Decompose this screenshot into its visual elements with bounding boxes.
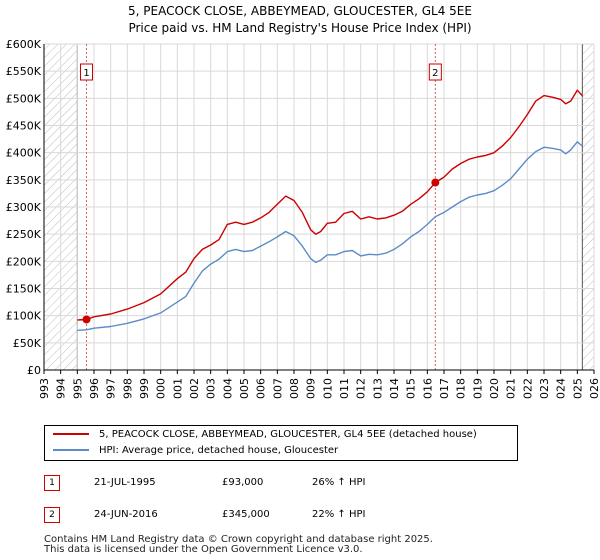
x-tick-label: 1995 — [71, 378, 84, 400]
x-tick-label: 2005 — [238, 378, 251, 400]
price-chart: 1 2 £0 £50K £100K £150K £200K £250K £300K £350K £… — [6, 38, 600, 400]
legend-label-property: 5, PEACOCK CLOSE, ABBEYMEAD, GLOUCESTER,… — [99, 429, 477, 440]
sale-hpi-2: 22% ↑ HPI — [312, 509, 366, 520]
chart-legend: 5, PEACOCK CLOSE, ABBEYMEAD, GLOUCESTER,… — [44, 425, 518, 461]
y-tick-label: £300K — [6, 201, 42, 214]
sale-badge-1: 1 — [44, 475, 60, 491]
x-tick-label: 2006 — [255, 378, 268, 400]
legend-swatch-property — [53, 433, 89, 435]
x-tick-label: 2003 — [205, 378, 218, 400]
x-tick-label: 2009 — [305, 378, 318, 400]
sale-marker-label-2: 2 — [432, 68, 438, 79]
x-tick-label: 2021 — [505, 378, 518, 400]
x-tick-label: 1993 — [38, 378, 51, 400]
y-tick-label: £600K — [6, 38, 42, 51]
y-tick-label: £350K — [6, 174, 42, 187]
x-tick-label: 2025 — [571, 378, 584, 400]
legend-item-hpi: HPI: Average price, detached house, Glou… — [53, 444, 338, 458]
x-tick-label: 2001 — [171, 378, 184, 400]
x-tick-label: 2004 — [221, 378, 234, 400]
x-tick-label: 2017 — [438, 378, 451, 400]
x-tick-label: 2013 — [371, 378, 384, 400]
x-tick-label: 1998 — [121, 378, 134, 400]
x-tick-label: 2020 — [488, 378, 501, 400]
x-tick-label: 1996 — [88, 378, 101, 400]
sale-price-1: £93,000 — [222, 477, 264, 488]
y-tick-label: £200K — [6, 255, 42, 268]
x-tick-label: 1994 — [55, 378, 68, 400]
x-tick-label: 2026 — [588, 378, 600, 400]
legend-item-property: 5, PEACOCK CLOSE, ABBEYMEAD, GLOUCESTER,… — [53, 428, 477, 442]
sale-date-2: 24-JUN-2016 — [94, 509, 158, 520]
sale-point-2 — [431, 178, 440, 187]
sale-date-1: 21-JUL-1995 — [94, 477, 156, 488]
sale-price-2: £345,000 — [222, 509, 270, 520]
x-tick-label: 2024 — [555, 378, 568, 400]
x-tick-label: 2018 — [455, 378, 468, 400]
x-tick-label: 2012 — [355, 378, 368, 400]
x-tick-label: 2000 — [155, 378, 168, 400]
footer-copyright: Contains HM Land Registry data © Crown c… — [44, 534, 433, 545]
y-tick-label: £550K — [6, 65, 42, 78]
y-tick-label: £50K — [13, 337, 42, 350]
x-tick-label: 2008 — [288, 378, 301, 400]
property-price-line — [77, 89, 583, 321]
x-tick-label: 2014 — [388, 378, 401, 400]
x-tick-label: 2011 — [338, 378, 351, 400]
legend-label-hpi: HPI: Average price, detached house, Glou… — [99, 445, 339, 456]
x-tick-label: 2019 — [471, 378, 484, 400]
chart-subtitle: Price paid vs. HM Land Registry's House … — [128, 21, 472, 35]
x-tick-label: 2022 — [521, 378, 534, 400]
x-tick-label: 2007 — [271, 378, 284, 400]
x-tick-label: 2002 — [188, 378, 201, 400]
y-tick-label: £100K — [6, 310, 42, 323]
y-tick-label: £250K — [6, 228, 42, 241]
y-tick-label: £500K — [6, 92, 42, 105]
sale-hpi-1: 26% ↑ HPI — [312, 477, 366, 488]
x-tick-label: 2016 — [421, 378, 434, 400]
sale-badge-2: 2 — [44, 507, 60, 523]
sale-marker-label-1: 1 — [83, 68, 89, 79]
sale-marker-box-1 — [80, 63, 93, 81]
sale-marker-box-2 — [428, 63, 442, 81]
x-tick-label: 2015 — [405, 378, 418, 400]
sale-point-1 — [82, 315, 91, 324]
y-tick-label: £0 — [27, 364, 41, 377]
footer-license: This data is licensed under the Open Gov… — [44, 544, 363, 555]
hpi-line — [77, 141, 583, 331]
x-tick-label: 2023 — [538, 378, 551, 400]
x-tick-label: 1997 — [105, 378, 118, 400]
chart-title: 5, PEACOCK CLOSE, ABBEYMEAD, GLOUCESTER,… — [128, 4, 472, 18]
y-tick-label: £450K — [6, 120, 42, 133]
x-tick-label: 1999 — [138, 378, 151, 400]
y-tick-label: £400K — [6, 147, 42, 160]
x-tick-label: 2010 — [321, 378, 334, 400]
legend-swatch-hpi — [53, 449, 89, 451]
y-tick-label: £150K — [6, 283, 42, 296]
